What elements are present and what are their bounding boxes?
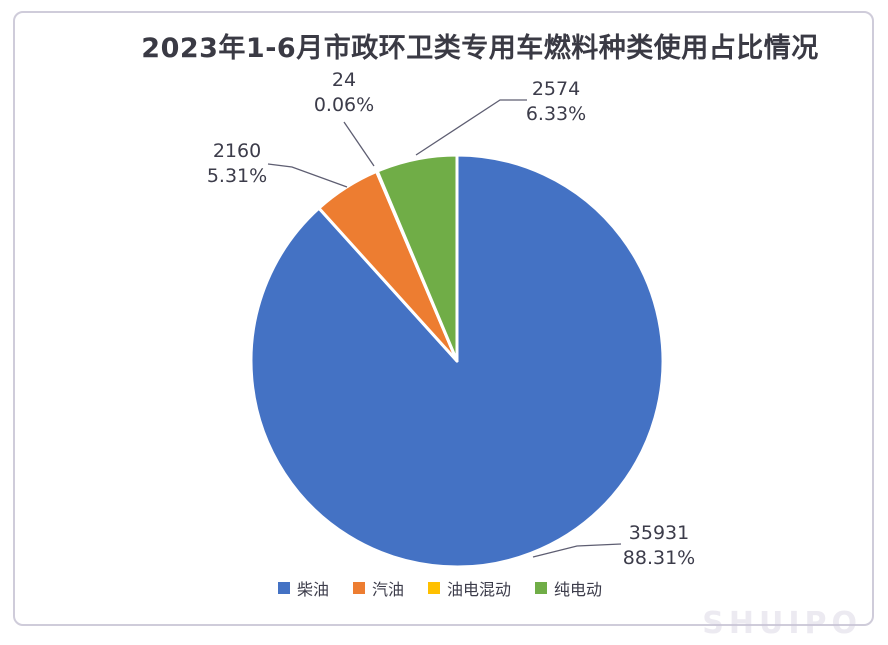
legend-swatch-diesel-icon (277, 582, 290, 594)
callout-hybrid-pct: 0.06% (313, 94, 375, 116)
leader-lines (267, 99, 622, 558)
legend-item-hybrid: 油电混动 (428, 576, 511, 600)
callout-gasoline-value: 2160 (212, 140, 262, 162)
leader-line-gasoline (267, 163, 348, 188)
callout-diesel: 35931 88.31% (623, 521, 695, 571)
legend-item-diesel: 柴油 (277, 576, 329, 600)
legend-swatch-electric-icon (535, 582, 548, 594)
callout-hybrid-value: 24 (331, 69, 357, 91)
callout-electric-value: 2574 (531, 78, 581, 100)
leader-line-diesel (532, 543, 622, 558)
chart-title: 2023年1-6月市政环卫类专用车燃料种类使用占比情况 (141, 33, 819, 64)
callout-gasoline-pct: 5.31% (206, 165, 268, 187)
pie-slice-3 (375, 153, 459, 363)
callout-diesel-value: 35931 (628, 522, 690, 544)
legend: 柴油 汽油 油电混动 纯电动 (0, 576, 880, 600)
leader-line-hybrid (343, 121, 375, 167)
legend-label-hybrid: 油电混动 (447, 580, 512, 599)
callout-diesel-pct: 88.31% (622, 547, 696, 569)
legend-label-electric: 纯电动 (554, 580, 603, 599)
callout-hybrid: 24 0.06% (314, 68, 374, 118)
callout-electric: 2574 6.33% (526, 77, 586, 127)
pie-slices (249, 153, 665, 569)
legend-label-gasoline: 汽油 (371, 580, 404, 599)
callout-electric-pct: 6.33% (525, 103, 587, 125)
legend-item-electric: 纯电动 (535, 576, 602, 600)
legend-swatch-gasoline-icon (352, 582, 365, 594)
legend-label-diesel: 柴油 (296, 580, 329, 599)
legend-item-gasoline: 汽油 (352, 576, 404, 600)
callout-gasoline: 2160 5.31% (207, 139, 267, 189)
leader-line-electric (415, 99, 527, 156)
legend-swatch-hybrid-icon (428, 582, 440, 594)
